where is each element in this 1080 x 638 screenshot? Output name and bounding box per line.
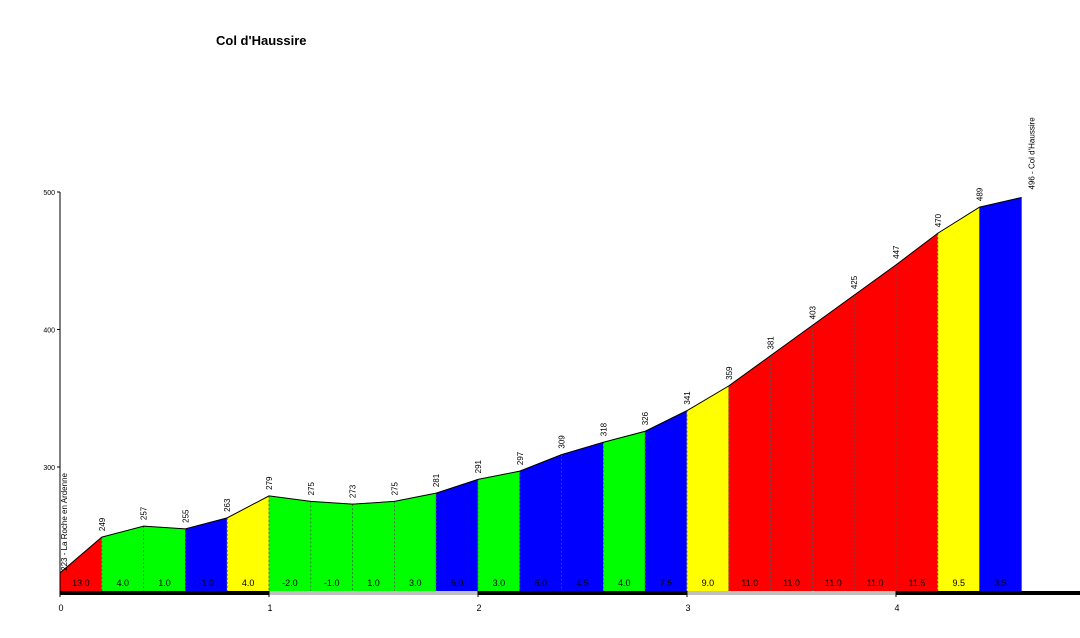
elevation-label-447: 447 <box>892 245 901 259</box>
segment-18 <box>770 324 813 592</box>
end-labels: 223 - La Roche en Ardenne 496 - Col d'Hau… <box>60 117 1036 571</box>
elevation-label-326: 326 <box>641 411 650 425</box>
axes: 300 400 500 0 1 2 3 4 <box>43 190 1080 613</box>
grade-labels: 13.0 4.0 1.0 -1.0 4.0 -2.0 -1.0 1.0 3.0 5.0 3.0 6.0… <box>72 578 1007 588</box>
elevation-label-273: 273 <box>349 484 358 498</box>
x-tick-label-3: 3 <box>685 603 690 613</box>
segment-5 <box>226 495 270 592</box>
grade-label-21: 11.5 <box>908 578 925 588</box>
segment-21 <box>895 232 939 592</box>
profile-outline <box>59 197 1022 574</box>
segment-10 <box>435 478 479 592</box>
segment-15 <box>644 410 688 592</box>
segment-13 <box>561 441 604 592</box>
grade-label-22: 9.5 <box>952 578 965 588</box>
grade-label-14: 4.0 <box>618 578 631 588</box>
km-bar-2 <box>478 591 687 595</box>
elevation-label-470: 470 <box>934 213 943 227</box>
segment-19 <box>812 294 855 592</box>
grade-label-3: 1.0 <box>158 578 171 588</box>
elevation-label-263: 263 <box>223 498 232 512</box>
elevation-label-489: 489 <box>976 187 985 201</box>
segment-12 <box>519 454 562 592</box>
grade-label-13: 4.5 <box>576 578 589 588</box>
elevation-label-255: 255 <box>181 509 190 523</box>
grade-label-9: 3.0 <box>409 578 422 588</box>
elevation-label-403: 403 <box>808 305 817 319</box>
elevation-label-257: 257 <box>140 506 149 520</box>
y-tick-label-400: 400 <box>43 328 55 335</box>
y-tick-label-500: 500 <box>43 190 55 197</box>
elevation-label-381: 381 <box>767 336 776 350</box>
segment-dividers <box>101 207 980 591</box>
profile-line <box>59 197 1022 574</box>
elevation-label-279: 279 <box>265 476 274 490</box>
grade-label-7: -1.0 <box>324 578 340 588</box>
elevation-label-275: 275 <box>307 481 316 495</box>
grade-label-1: 13.0 <box>72 578 90 588</box>
elevation-labels: 249 257 255 263 279 275 273 275 281 291 297 309 318 3… <box>98 187 985 531</box>
x-tick-label-4: 4 <box>894 603 899 613</box>
grade-label-4: -1.0 <box>199 578 215 588</box>
start-label: 223 - La Roche en Ardenne <box>60 472 69 570</box>
elevation-label-249: 249 <box>98 517 107 531</box>
grade-label-17: 11.0 <box>741 578 758 588</box>
elevation-label-281: 281 <box>432 473 441 487</box>
elevation-label-318: 318 <box>599 422 608 436</box>
x-tick-label-1: 1 <box>267 603 272 613</box>
elevation-label-291: 291 <box>474 459 483 473</box>
segment-14 <box>603 430 646 592</box>
chart-title: Col d'Haussire <box>216 33 307 48</box>
y-tick-label-300: 300 <box>43 465 55 472</box>
km-bar-3 <box>687 591 896 595</box>
segment-11 <box>477 470 521 592</box>
grade-label-2: 4.0 <box>116 578 129 588</box>
elevation-label-275: 275 <box>390 481 399 495</box>
elevation-label-309: 309 <box>558 435 567 449</box>
segment-16 <box>686 385 730 592</box>
elevation-label-297: 297 <box>516 451 525 465</box>
elevation-label-359: 359 <box>725 366 734 380</box>
km-bar-0 <box>60 591 269 595</box>
segment-fills <box>59 197 1022 592</box>
x-tick-label-2: 2 <box>476 603 481 613</box>
grade-label-20: 11.0 <box>867 578 884 588</box>
grade-label-18: 11.0 <box>783 578 800 588</box>
grade-label-6: -2.0 <box>282 578 298 588</box>
elevation-label-341: 341 <box>683 391 692 405</box>
grade-label-15: 7.5 <box>660 578 673 588</box>
segment-9 <box>394 492 437 592</box>
end-label: 496 - Col d'Haussire <box>1027 117 1036 190</box>
grade-label-10: 5.0 <box>451 578 464 588</box>
grade-label-12: 6.0 <box>534 578 547 588</box>
grade-label-5: 4.0 <box>242 578 255 588</box>
km-bar-1 <box>269 591 478 595</box>
segment-17 <box>728 355 771 592</box>
grade-label-16: 9.0 <box>702 578 715 588</box>
elevation-label-425: 425 <box>850 275 859 289</box>
segment-6 <box>268 495 312 592</box>
x-tick-label-0: 0 <box>58 603 63 613</box>
grade-label-8: 1.0 <box>367 578 380 588</box>
segment-20 <box>853 264 897 592</box>
segment-22 <box>937 206 980 592</box>
grade-label-11: 3.0 <box>493 578 506 588</box>
grade-label-23: 3.5 <box>994 578 1007 588</box>
km-bar-4 <box>896 591 1080 595</box>
grade-label-19: 11.0 <box>825 578 842 588</box>
segment-23 <box>979 197 1022 592</box>
